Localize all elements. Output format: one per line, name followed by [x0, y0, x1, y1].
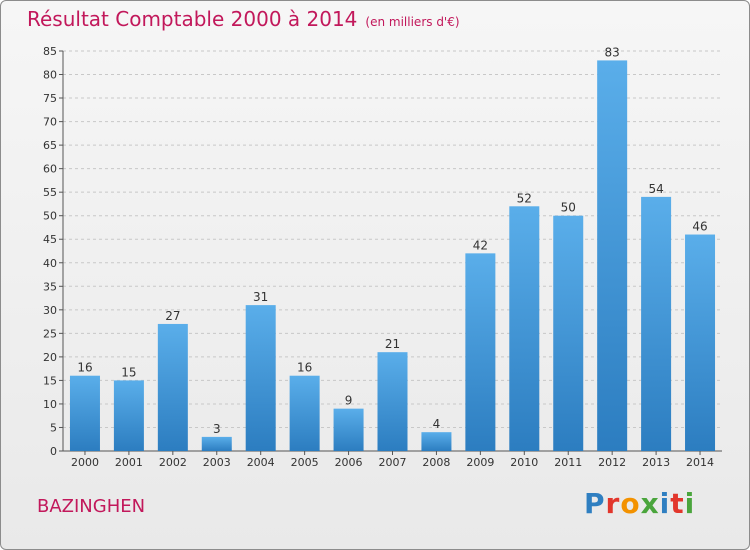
bar-2002 — [157, 323, 188, 451]
bar-2007 — [377, 352, 408, 451]
data-label: 83 — [605, 45, 620, 59]
data-label: 16 — [297, 361, 312, 375]
y-tick-label: 70 — [43, 116, 57, 129]
x-tick-label: 2014 — [686, 456, 714, 469]
y-tick-label: 85 — [43, 45, 57, 58]
data-label: 27 — [165, 309, 180, 323]
data-label: 52 — [517, 191, 532, 205]
chart-title: Résultat Comptable 2000 à 2014 — [27, 7, 358, 31]
logo-letter: x — [640, 487, 660, 520]
x-tick-label: 2002 — [159, 456, 187, 469]
x-tick-label: 2011 — [554, 456, 582, 469]
x-tick-label: 2013 — [642, 456, 670, 469]
chart-subtitle: (en milliers d'€) — [365, 15, 460, 29]
x-tick-label: 2012 — [598, 456, 626, 469]
data-label: 31 — [253, 290, 268, 304]
x-tick-label: 2008 — [422, 456, 450, 469]
logo-letter: i — [659, 487, 671, 520]
proxiti-logo: Proxiti — [584, 487, 695, 520]
y-tick-label: 45 — [43, 233, 57, 246]
bar-2011 — [553, 215, 584, 451]
logo-letter: o — [620, 487, 641, 520]
bar-2008 — [421, 432, 452, 451]
chart-title-block: Résultat Comptable 2000 à 2014 (en millie… — [27, 7, 460, 31]
data-label: 54 — [648, 182, 663, 196]
bar-2010 — [509, 206, 540, 451]
data-label: 3 — [213, 422, 221, 436]
y-tick-label: 25 — [43, 327, 57, 340]
x-tick-label: 2000 — [71, 456, 99, 469]
y-tick-label: 55 — [43, 186, 57, 199]
bar-2014 — [685, 234, 716, 451]
data-label: 42 — [473, 238, 488, 252]
bar-2000 — [69, 375, 100, 451]
y-tick-label: 20 — [43, 351, 57, 364]
bar-2012 — [597, 60, 628, 451]
commune-name: BAZINGHEN — [37, 496, 146, 517]
bar-2013 — [641, 196, 672, 451]
y-tick-label: 50 — [43, 210, 57, 223]
x-tick-label: 2009 — [466, 456, 494, 469]
bar-2003 — [201, 436, 232, 451]
data-label: 9 — [345, 394, 353, 408]
y-tick-label: 15 — [43, 374, 57, 387]
bar-2005 — [289, 375, 320, 451]
x-tick-label: 2007 — [379, 456, 407, 469]
data-label: 46 — [692, 220, 707, 234]
bar-2001 — [113, 380, 144, 451]
y-tick-label: 30 — [43, 304, 57, 317]
data-label: 21 — [385, 337, 400, 351]
x-tick-label: 2006 — [335, 456, 363, 469]
data-label: 16 — [77, 361, 92, 375]
y-tick-label: 0 — [50, 445, 57, 458]
y-tick-label: 65 — [43, 139, 57, 152]
logo-letter: t — [670, 487, 685, 520]
logo-letter: P — [584, 487, 606, 520]
y-tick-label: 40 — [43, 257, 57, 270]
bar-2006 — [333, 408, 364, 451]
x-tick-label: 2001 — [115, 456, 143, 469]
logo-letter: r — [605, 487, 621, 520]
x-tick-label: 2004 — [247, 456, 275, 469]
x-tick-label: 2010 — [510, 456, 538, 469]
y-tick-label: 10 — [43, 398, 57, 411]
bar-2004 — [245, 305, 276, 451]
y-tick-label: 75 — [43, 92, 57, 105]
y-tick-label: 60 — [43, 163, 57, 176]
data-label: 15 — [121, 365, 136, 379]
bars — [69, 60, 716, 451]
bar-2009 — [465, 253, 496, 451]
labels: 2000 16 2001 15 2002 27 2003 3 2004 31 2005 16 2006 9… — [71, 45, 714, 469]
y-tick-label: 35 — [43, 280, 57, 293]
y-tick-label: 80 — [43, 69, 57, 82]
x-tick-label: 2005 — [291, 456, 319, 469]
data-label: 4 — [433, 417, 441, 431]
logo-letter: i — [684, 487, 696, 520]
data-label: 50 — [561, 201, 576, 215]
x-tick-label: 2003 — [203, 456, 231, 469]
y-tick-label: 5 — [50, 421, 57, 434]
